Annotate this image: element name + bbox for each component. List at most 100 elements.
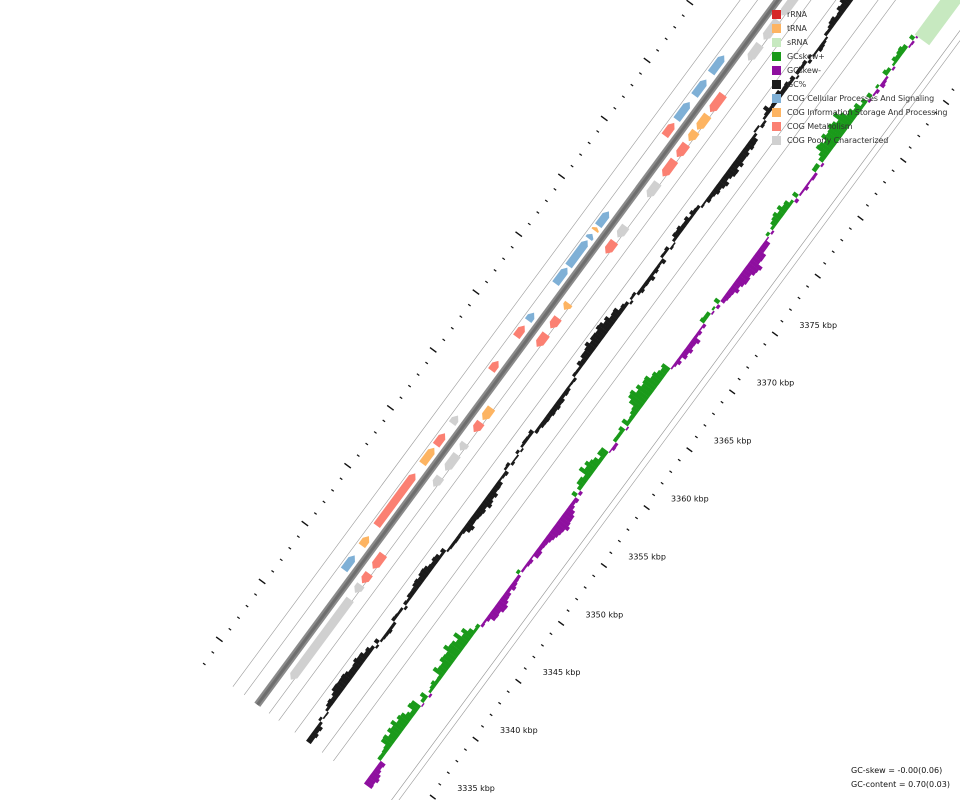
major-tick <box>557 173 566 180</box>
minor-tick <box>296 535 300 539</box>
gc-skew-minus-bar <box>608 448 613 454</box>
gc-percent-bar <box>472 512 481 520</box>
gene-feature-minus <box>536 331 550 347</box>
gc-skew-plus-bar <box>584 460 597 472</box>
gc-percent-bar <box>406 597 411 603</box>
gc-skew-minus-bar <box>751 255 761 265</box>
minor-tick <box>489 713 493 717</box>
gene-feature-plus <box>565 240 588 269</box>
minor-tick <box>797 296 801 300</box>
gc-skew-plus-bar <box>875 83 880 89</box>
gc-skew-plus-bar <box>439 656 452 668</box>
gc-percent-bar <box>824 36 829 41</box>
gc-skew-plus-bar <box>789 199 795 205</box>
gc-percent-bar <box>528 429 535 436</box>
stats-panel: GC-skew = -0.00(0.06) GC-content = 0.70(… <box>851 764 959 792</box>
gc-skew-minus-bar <box>549 529 560 539</box>
tick-label: 3365 kbp <box>714 437 752 446</box>
gc-percent-bar <box>580 358 587 365</box>
gc-percent-bar <box>527 433 532 439</box>
gc-skew-minus-bar <box>378 760 386 768</box>
gc-percent-bar <box>836 5 846 14</box>
gc-percent-bar <box>548 409 556 417</box>
minor-tick <box>493 269 497 272</box>
gc-percent-bar <box>536 425 542 431</box>
gene-feature-minus <box>459 440 470 451</box>
gc-skew-plus-bar <box>467 627 476 636</box>
gc-percent-bar <box>469 515 478 523</box>
legend-label: sRNA <box>787 37 808 47</box>
gc-skew-plus-bar <box>430 680 438 687</box>
gc-skew-minus-bar <box>687 342 695 350</box>
gc-skew-plus-bar <box>846 112 856 121</box>
gc-skew-plus-bar <box>407 702 419 713</box>
gc-percent-bar <box>823 31 829 37</box>
gc-skew-minus-bar <box>689 339 697 347</box>
gc-percent-bar <box>567 383 572 389</box>
gc-skew-minus-bar <box>613 442 619 448</box>
gc-skew-plus-bar <box>474 623 481 630</box>
minor-tick <box>754 354 758 358</box>
gc-percent-bar <box>572 377 578 383</box>
gc-percent-bar <box>391 616 397 622</box>
gc-skew-minus-bar <box>366 776 376 786</box>
gc-percent-bar <box>580 353 589 362</box>
gc-percent-bar <box>318 716 323 722</box>
minor-tick <box>330 488 335 492</box>
gc-percent-bar <box>592 332 604 342</box>
gc-skew-minus-bar <box>677 355 683 361</box>
gc-skew-plus-bar <box>847 108 859 118</box>
gc-percent-bar <box>671 237 677 243</box>
gc-percent-bar <box>641 283 647 290</box>
gc-skew-minus-bar <box>879 82 886 89</box>
gc-percent-bar <box>484 496 494 505</box>
gc-skew-plus-bar <box>772 211 783 221</box>
minor-tick <box>780 319 784 323</box>
gene-feature-plus <box>373 473 416 529</box>
minor-tick <box>356 454 360 457</box>
gc-percent-bar <box>603 315 616 326</box>
gc-skew-plus-bar <box>860 102 866 109</box>
gc-percent-bar <box>584 346 594 355</box>
gc-skew-minus-bar <box>532 551 540 559</box>
gc-skew-minus-bar <box>810 175 816 181</box>
gc-percent-bar <box>515 454 520 459</box>
gc-percent-bar <box>524 436 530 442</box>
tick-label: 3335 kbp <box>457 784 495 793</box>
gc-skew-plus-bar <box>621 418 631 427</box>
gc-percent-bar <box>486 492 495 501</box>
gc-percent-bar <box>446 547 451 553</box>
gc-skew-plus-bar <box>813 163 821 170</box>
legend-item-cog-cellular: COG Cellular Processes And Signaling <box>772 91 960 105</box>
gene-feature-minus <box>432 474 445 487</box>
gc-percent-bar <box>816 45 824 53</box>
gc-skew-plus-bar <box>448 643 462 655</box>
gc-percent-bar <box>705 197 712 204</box>
gc-skew-minus-bar <box>670 365 675 370</box>
gc-skew-plus-bar <box>713 297 721 305</box>
gc-percent-bar <box>330 695 338 703</box>
legend-swatch <box>772 93 781 103</box>
gc-skew-stat: GC-skew = -0.00(0.06) <box>851 766 943 775</box>
gene-feature-minus <box>563 300 573 310</box>
minor-tick <box>652 493 656 497</box>
gc-percent-bar <box>352 657 364 667</box>
gene-feature-minus <box>361 570 373 584</box>
gc-percent-bar <box>755 125 760 130</box>
gc-percent-bar <box>510 460 516 466</box>
minor-tick <box>746 366 750 369</box>
gc-skew-minus-bar <box>672 362 678 368</box>
gc-percent-bar <box>322 714 327 720</box>
gc-skew-plus-bar <box>765 231 771 237</box>
gc-percent-bar <box>325 702 333 709</box>
gc-percent-bar <box>503 470 509 477</box>
legend-label: COG Cellular Processes And Signaling <box>787 93 935 103</box>
minor-tick <box>891 169 895 173</box>
legend-item-trna: tRNA <box>772 21 960 35</box>
gene-feature-plus <box>432 433 446 448</box>
minor-tick <box>271 570 275 573</box>
gc-percent-bar <box>759 123 766 129</box>
gc-percent-bar <box>538 422 546 429</box>
gc-skew-plus-bar <box>386 727 400 739</box>
major-tick <box>386 404 395 411</box>
